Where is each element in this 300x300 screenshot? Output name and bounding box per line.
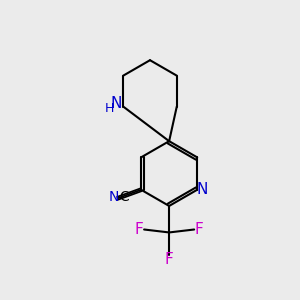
- Text: F: F: [165, 252, 173, 267]
- Text: N: N: [110, 95, 122, 110]
- Text: F: F: [195, 222, 203, 237]
- Text: N: N: [197, 182, 208, 197]
- Text: H: H: [104, 101, 114, 115]
- Text: N: N: [109, 190, 119, 204]
- Text: C: C: [119, 190, 129, 204]
- Text: F: F: [135, 222, 143, 237]
